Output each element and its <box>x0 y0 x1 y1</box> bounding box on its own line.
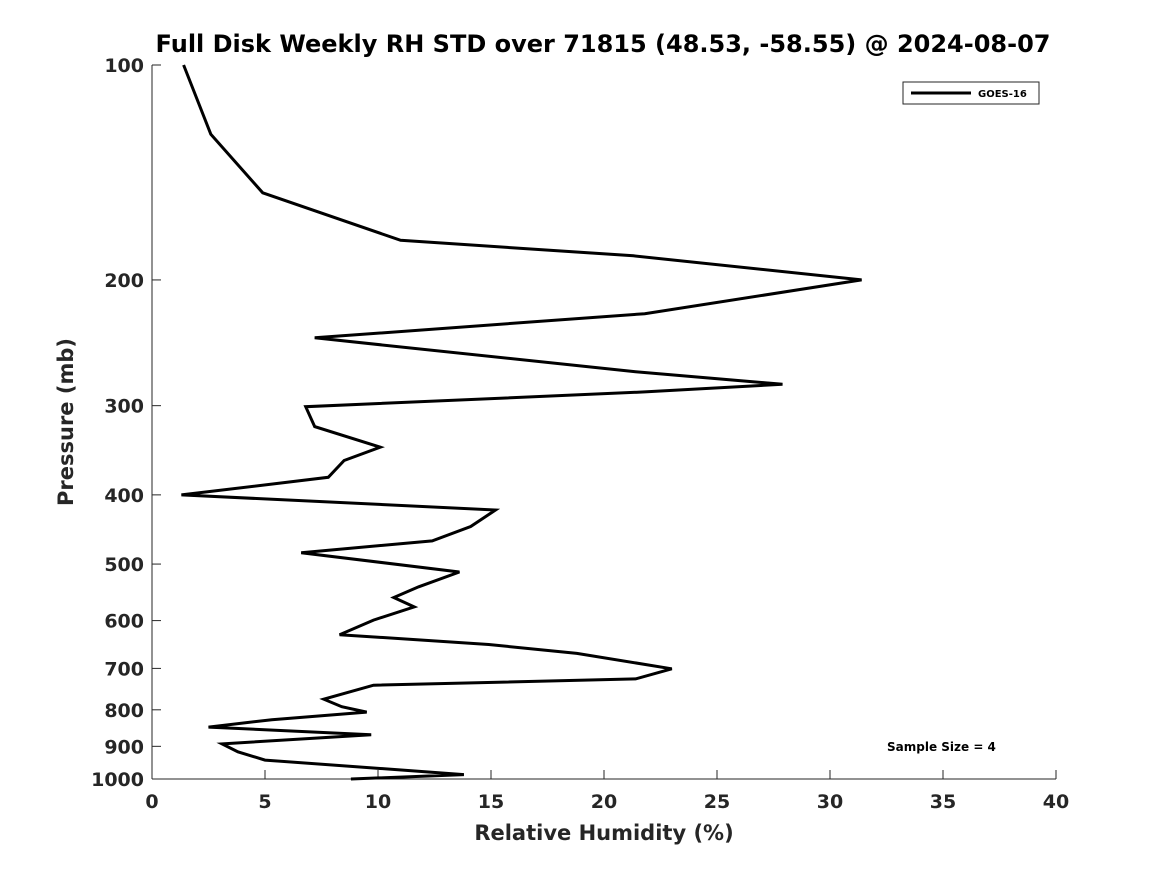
x-tick-label: 15 <box>478 791 504 813</box>
x-tick-label: 0 <box>145 791 158 813</box>
y-tick-label: 800 <box>104 700 144 722</box>
series-line-goes16 <box>181 64 862 781</box>
plot-area <box>152 65 1056 779</box>
y-tick-label: 500 <box>104 554 144 576</box>
y-axis-label: Pressure (mb) <box>54 338 78 506</box>
y-tick-label: 100 <box>104 55 144 77</box>
x-tick-label: 35 <box>930 791 956 813</box>
legend: GOES-16 <box>902 81 1040 105</box>
x-tick-label: 25 <box>704 791 730 813</box>
x-tick-label: 20 <box>591 791 617 813</box>
sample-size-annotation: Sample Size = 4 <box>887 740 996 754</box>
x-tick-label: 10 <box>365 791 391 813</box>
x-tick-label: 5 <box>258 791 271 813</box>
y-tick-label: 300 <box>104 396 144 418</box>
y-tick-label: 400 <box>104 485 144 507</box>
y-tick-label: 900 <box>104 736 144 758</box>
legend-label-goes16: GOES-16 <box>978 89 1027 100</box>
x-axis-label: Relative Humidity (%) <box>474 821 733 845</box>
x-axis: 0 5 10 15 20 25 30 35 40 <box>145 770 1069 813</box>
series-layer <box>181 64 862 781</box>
y-tick-label: 600 <box>104 611 144 633</box>
y-tick-label: 700 <box>104 658 144 680</box>
y-tick-label: 1000 <box>91 769 144 791</box>
x-tick-label: 40 <box>1043 791 1069 813</box>
y-tick-label: 200 <box>104 270 144 292</box>
chart-title: Full Disk Weekly RH STD over 71815 (48.5… <box>156 30 1051 58</box>
y-axis: 100 200 300 400 500 600 700 800 900 1000 <box>91 55 161 791</box>
x-tick-label: 30 <box>817 791 843 813</box>
